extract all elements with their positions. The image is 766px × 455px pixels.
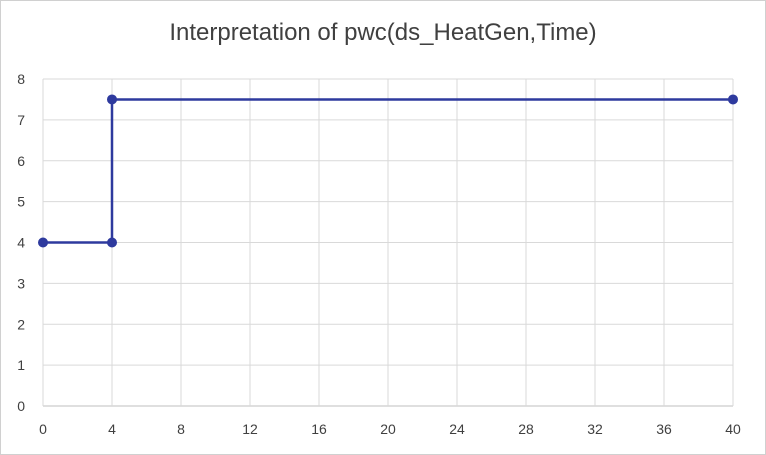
y-tick-label: 8: [17, 71, 25, 87]
x-tick-label: 0: [39, 421, 47, 437]
data-point: [38, 237, 48, 248]
series-group: [38, 94, 738, 248]
data-point: [107, 94, 117, 105]
data-point: [728, 94, 738, 105]
x-tick-label: 28: [518, 421, 534, 437]
chart-title: Interpretation of pwc(ds_HeatGen,Time): [169, 19, 597, 46]
x-tick-label: 12: [242, 421, 258, 437]
x-tick-labels: 0 4 8 12 16 20 24 28 32 36 40: [39, 421, 741, 437]
series-line: [43, 98, 733, 244]
y-tick-label: 0: [17, 398, 25, 414]
x-tick-label: 20: [380, 421, 396, 437]
y-tick-label: 5: [17, 194, 25, 210]
x-tick-label: 32: [587, 421, 603, 437]
y-tick-label: 1: [17, 357, 25, 373]
x-tick-label: 40: [725, 421, 741, 437]
x-tick-label: 8: [177, 421, 185, 437]
y-tick-label: 3: [17, 275, 25, 291]
y-tick-label: 6: [17, 153, 25, 169]
x-tick-label: 4: [108, 421, 116, 437]
y-tick-labels: 0 1 2 3 4 5 6 7 8: [17, 71, 25, 414]
data-point: [107, 237, 117, 248]
y-tick-label: 2: [17, 316, 25, 332]
x-tick-label: 24: [449, 421, 465, 437]
y-tick-label: 4: [17, 235, 25, 251]
y-tick-label: 7: [17, 112, 25, 128]
x-tick-label: 16: [311, 421, 327, 437]
x-tick-label: 36: [656, 421, 672, 437]
